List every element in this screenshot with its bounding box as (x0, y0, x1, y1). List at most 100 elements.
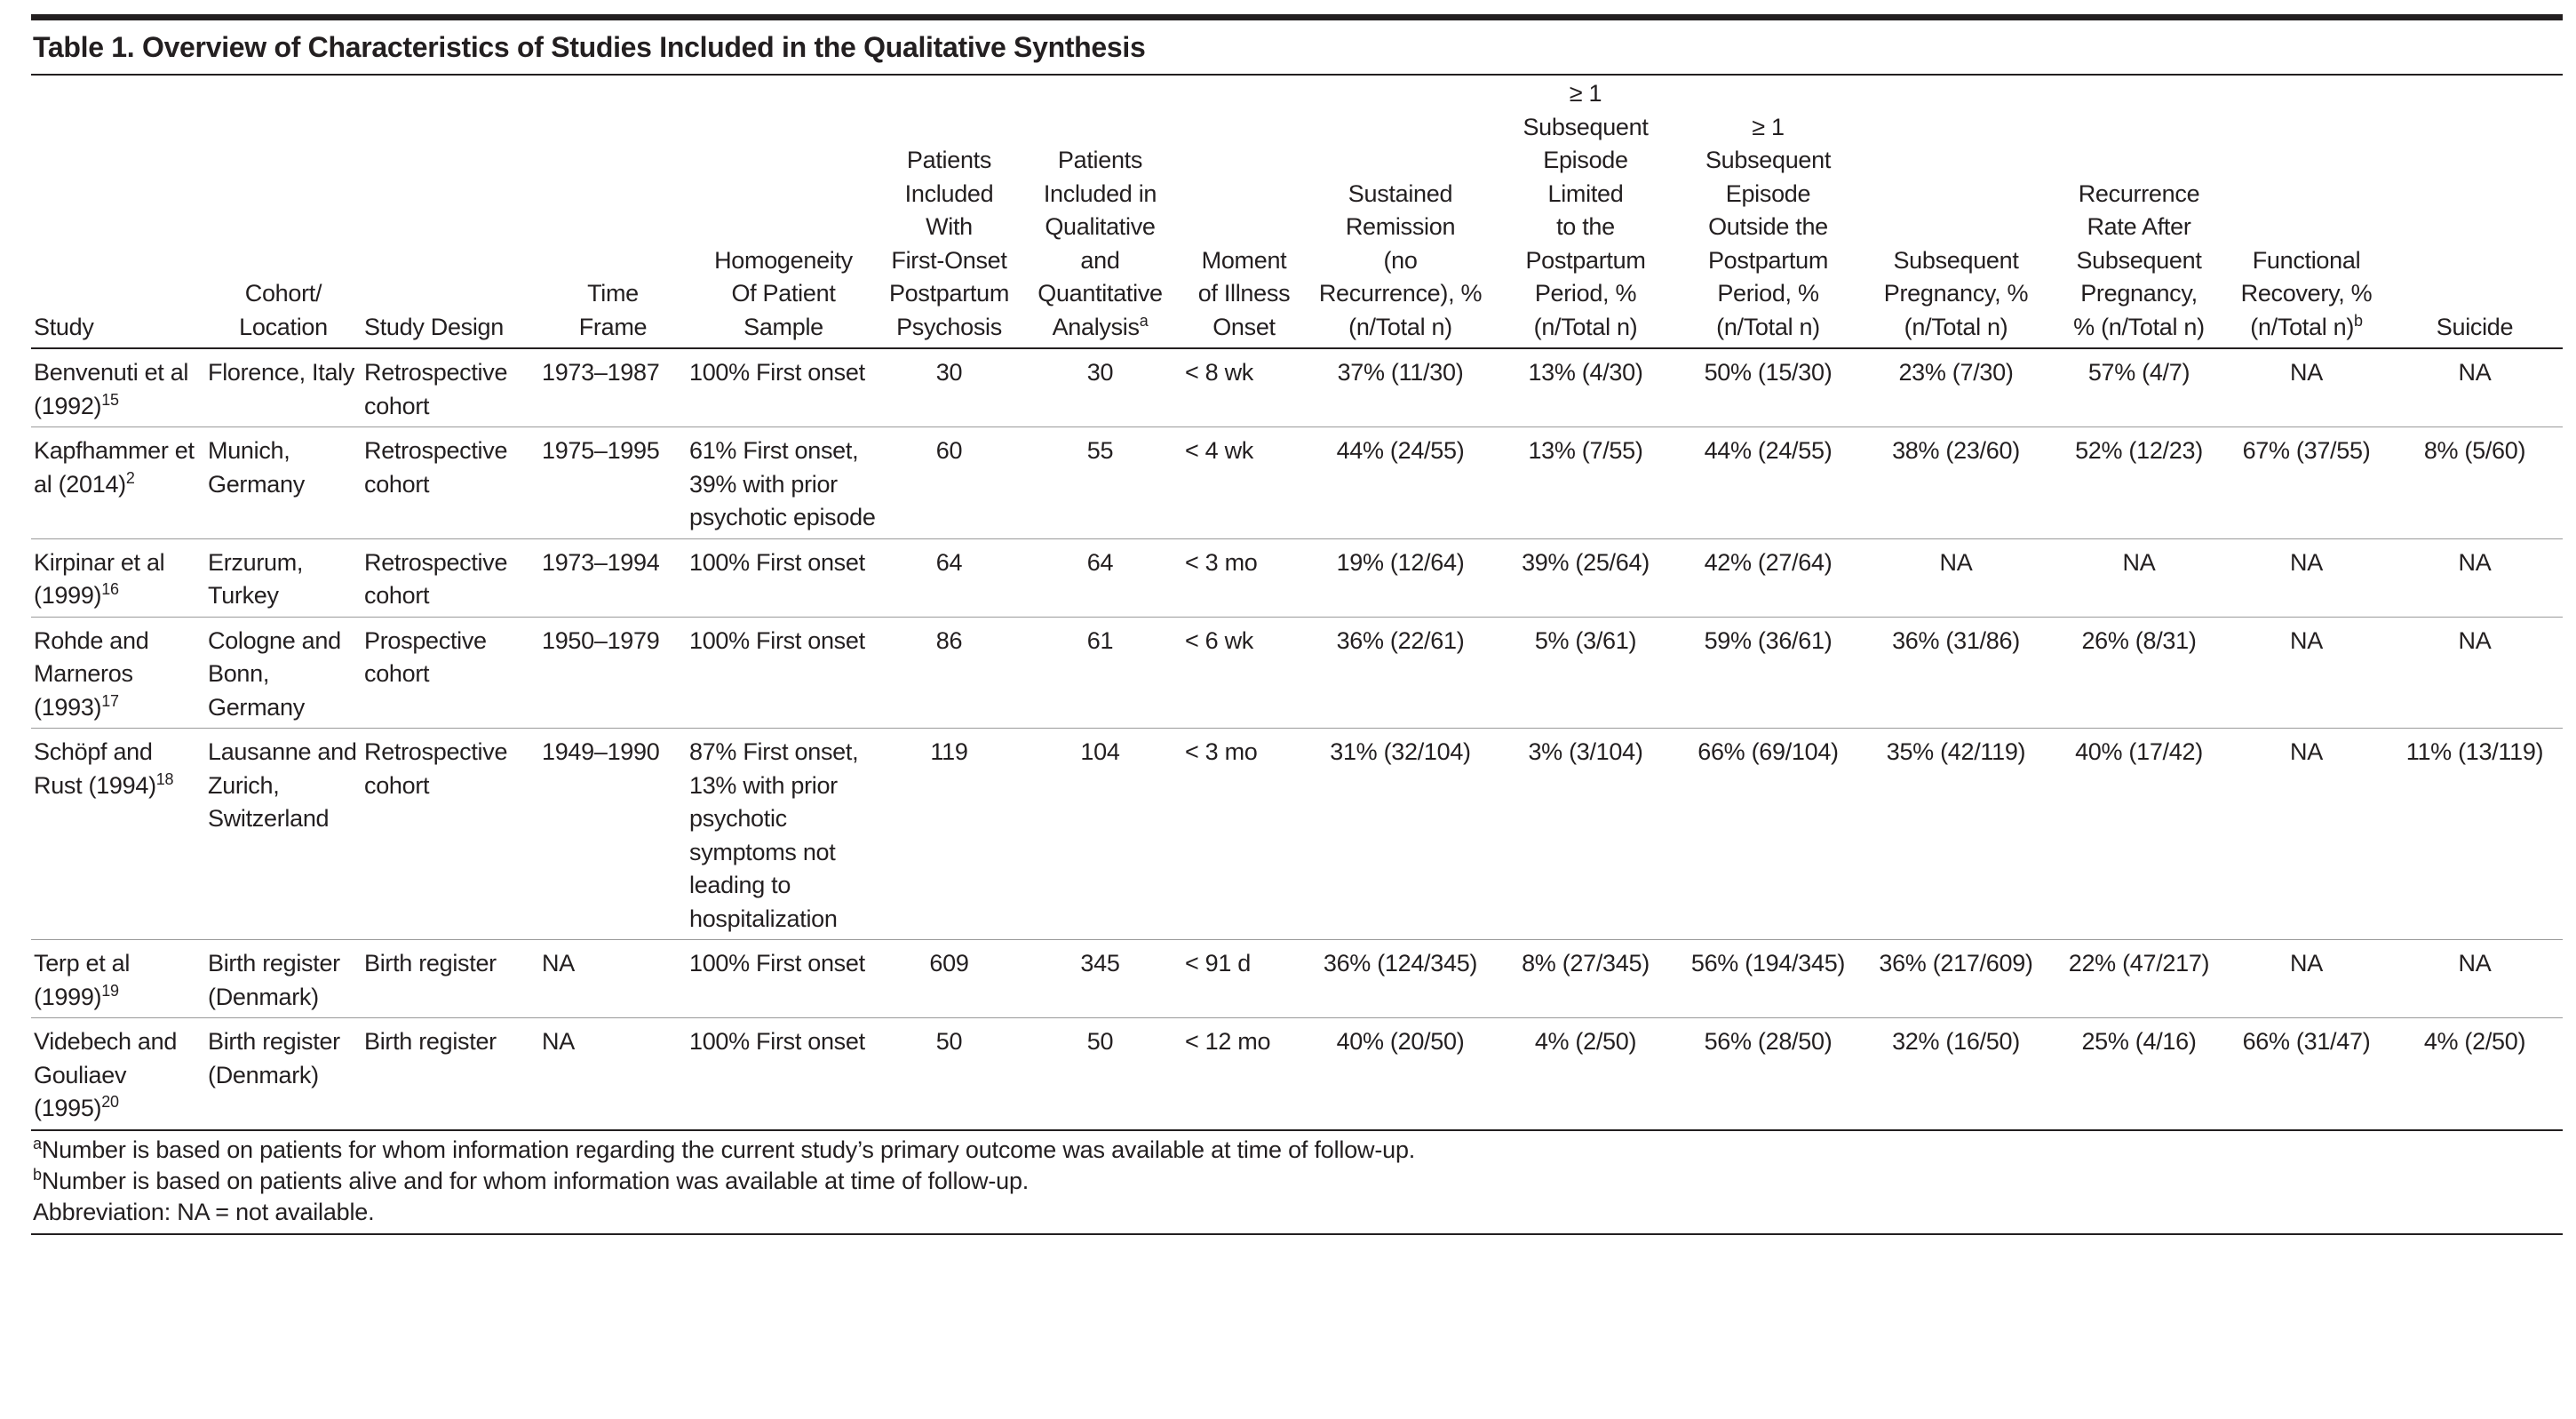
table-cell: Florence, Italy (205, 348, 362, 427)
cell-text: 100% First onset (689, 626, 865, 654)
cell-text: NA (542, 950, 575, 977)
table-cell: NA (1860, 538, 2052, 617)
table-cell: Terp et al (1999)19 (31, 940, 205, 1018)
cell-text: 22% (47/217) (2068, 950, 2210, 977)
header-text: Recurrence (2078, 179, 2200, 207)
table-cell: Birth register (362, 1018, 539, 1130)
column-header: Sustained Remission (no Recurrence), % (n/To… (1306, 76, 1495, 348)
table-cell: Prospective cohort (362, 617, 539, 729)
cell-text: 56% (28/50) (1704, 1028, 1833, 1055)
header-text: With (926, 213, 973, 240)
reference: 15 (101, 390, 119, 409)
table-cell: 1975–1995 (539, 427, 687, 539)
header-text: of Illness (1197, 280, 1291, 307)
cell-text: 50% (15/30) (1704, 359, 1833, 386)
cell-text: NA (2458, 548, 2492, 576)
cell-text: 40% (17/42) (2075, 738, 2203, 765)
cell-text: 86 (935, 626, 963, 654)
column-header: Study Design (362, 76, 539, 348)
table-cell: NA (539, 1018, 687, 1130)
table-cell: NA (2387, 940, 2563, 1018)
reference: 16 (101, 580, 119, 598)
column-header: Functional Recovery, % (n/Total n)b (2226, 76, 2387, 348)
table-cell: < 91 d (1182, 940, 1306, 1018)
header-line: Subsequent (2055, 244, 2223, 278)
table-cell: 36% (22/61) (1306, 617, 1495, 729)
cell-text: 13% (4/30) (1528, 359, 1643, 386)
header-line: Limited (1498, 178, 1674, 211)
cell-text: 39% (25/64) (1522, 548, 1650, 576)
header-line: Pregnancy, % (1863, 277, 2049, 311)
cell-text: 26% (8/31) (2081, 626, 2197, 654)
header-text: (n/Total n) (1716, 313, 1820, 340)
header-text: Remission (1345, 213, 1456, 240)
footnote-marker: a (1139, 311, 1149, 330)
header-line: Included (883, 178, 1015, 211)
table-cell: 64 (880, 538, 1018, 617)
cell-text: 36% (124/345) (1323, 950, 1478, 977)
header-text: and (1080, 246, 1120, 274)
table-cell: 1973–1994 (539, 538, 687, 617)
table-cell: 100% First onset (687, 617, 880, 729)
table-cell: Videbech and Gouliaev (1995)20 (31, 1018, 205, 1130)
footnote-text: Number is based on patients alive and fo… (41, 1167, 1030, 1194)
header-text: Period, % (1717, 280, 1819, 307)
column-header: Patients Included in Qualitative and Quantit… (1018, 76, 1182, 348)
cell-text: 52% (12/23) (2075, 437, 2203, 464)
cell-line: 61% First onset, (689, 437, 859, 464)
cell-text: 30 (935, 359, 963, 386)
table-cell: Kirpinar et al (1999)16 (31, 538, 205, 617)
header-text: Frame (578, 313, 648, 340)
table-cell: Cologne and Bonn, Germany (205, 617, 362, 729)
header-text: % (n/Total n) (2073, 313, 2205, 340)
table-cell: 57% (4/7) (2052, 348, 2226, 427)
table-cell: Lausanne and Zurich, Switzerland (205, 729, 362, 940)
cell-text: < 3 mo (1185, 548, 1258, 576)
table-cell: 42% (27/64) (1676, 538, 1860, 617)
table-cell: 86 (880, 617, 1018, 729)
header-line: Postpartum (1498, 244, 1674, 278)
header-line: Suicide (2389, 311, 2560, 345)
header-line: Pregnancy, (2055, 277, 2223, 311)
cell-text: 66% (69/104) (1697, 738, 1839, 765)
footnote-text: Abbreviation: NA = not available. (33, 1198, 375, 1225)
header-text: (n/Total n) (1904, 313, 2008, 340)
header-line: Patients (883, 144, 1015, 178)
cell-text: 61 (1086, 626, 1114, 654)
table-cell: 100% First onset (687, 940, 880, 1018)
table-cell: < 12 mo (1182, 1018, 1306, 1130)
cell-text: 40% (20/50) (1336, 1028, 1465, 1055)
table-cell: 13% (7/55) (1495, 427, 1676, 539)
header-text: Limited (1547, 179, 1624, 207)
header-text: Study Design (364, 313, 504, 340)
cell-text: 31% (32/104) (1330, 738, 1471, 765)
header-text: Postpartum (1707, 246, 1829, 274)
table-cell: 609 (880, 940, 1018, 1018)
cell-text: Prospective cohort (364, 626, 487, 688)
header-text: Recovery, % (2240, 280, 2373, 307)
table-cell: 26% (8/31) (2052, 617, 2226, 729)
column-header: Study (31, 76, 205, 348)
cell-text: NA (542, 1028, 575, 1055)
cell-text: < 3 mo (1185, 738, 1258, 765)
header-line: With (883, 211, 1015, 244)
table-cell: 36% (217/609) (1860, 940, 2052, 1018)
header-text: ≥ 1 (1752, 113, 1785, 140)
table-cell: 56% (28/50) (1676, 1018, 1860, 1130)
cell-text: 38% (23/60) (1892, 437, 2020, 464)
table-cell: 66% (69/104) (1676, 729, 1860, 940)
table-cell: 1973–1987 (539, 348, 687, 427)
header-text: Pregnancy, % (1883, 280, 2029, 307)
table-cell: NA (2052, 538, 2226, 617)
table-cell: NA (2226, 617, 2387, 729)
cell-text: 57% (4/7) (2087, 359, 2190, 386)
table-row: Terp et al (1999)19 Birth register (Denma… (31, 940, 2563, 1018)
header-text: Sustained (1348, 179, 1453, 207)
cell-text: 100% First onset (689, 1028, 865, 1055)
reference: 17 (101, 691, 119, 710)
cell-text: 11% (13/119) (2405, 738, 2544, 765)
header-text: Episode (1543, 147, 1628, 173)
header-line: Analysisa (1021, 311, 1180, 345)
header-text: Episode (1725, 179, 1811, 207)
